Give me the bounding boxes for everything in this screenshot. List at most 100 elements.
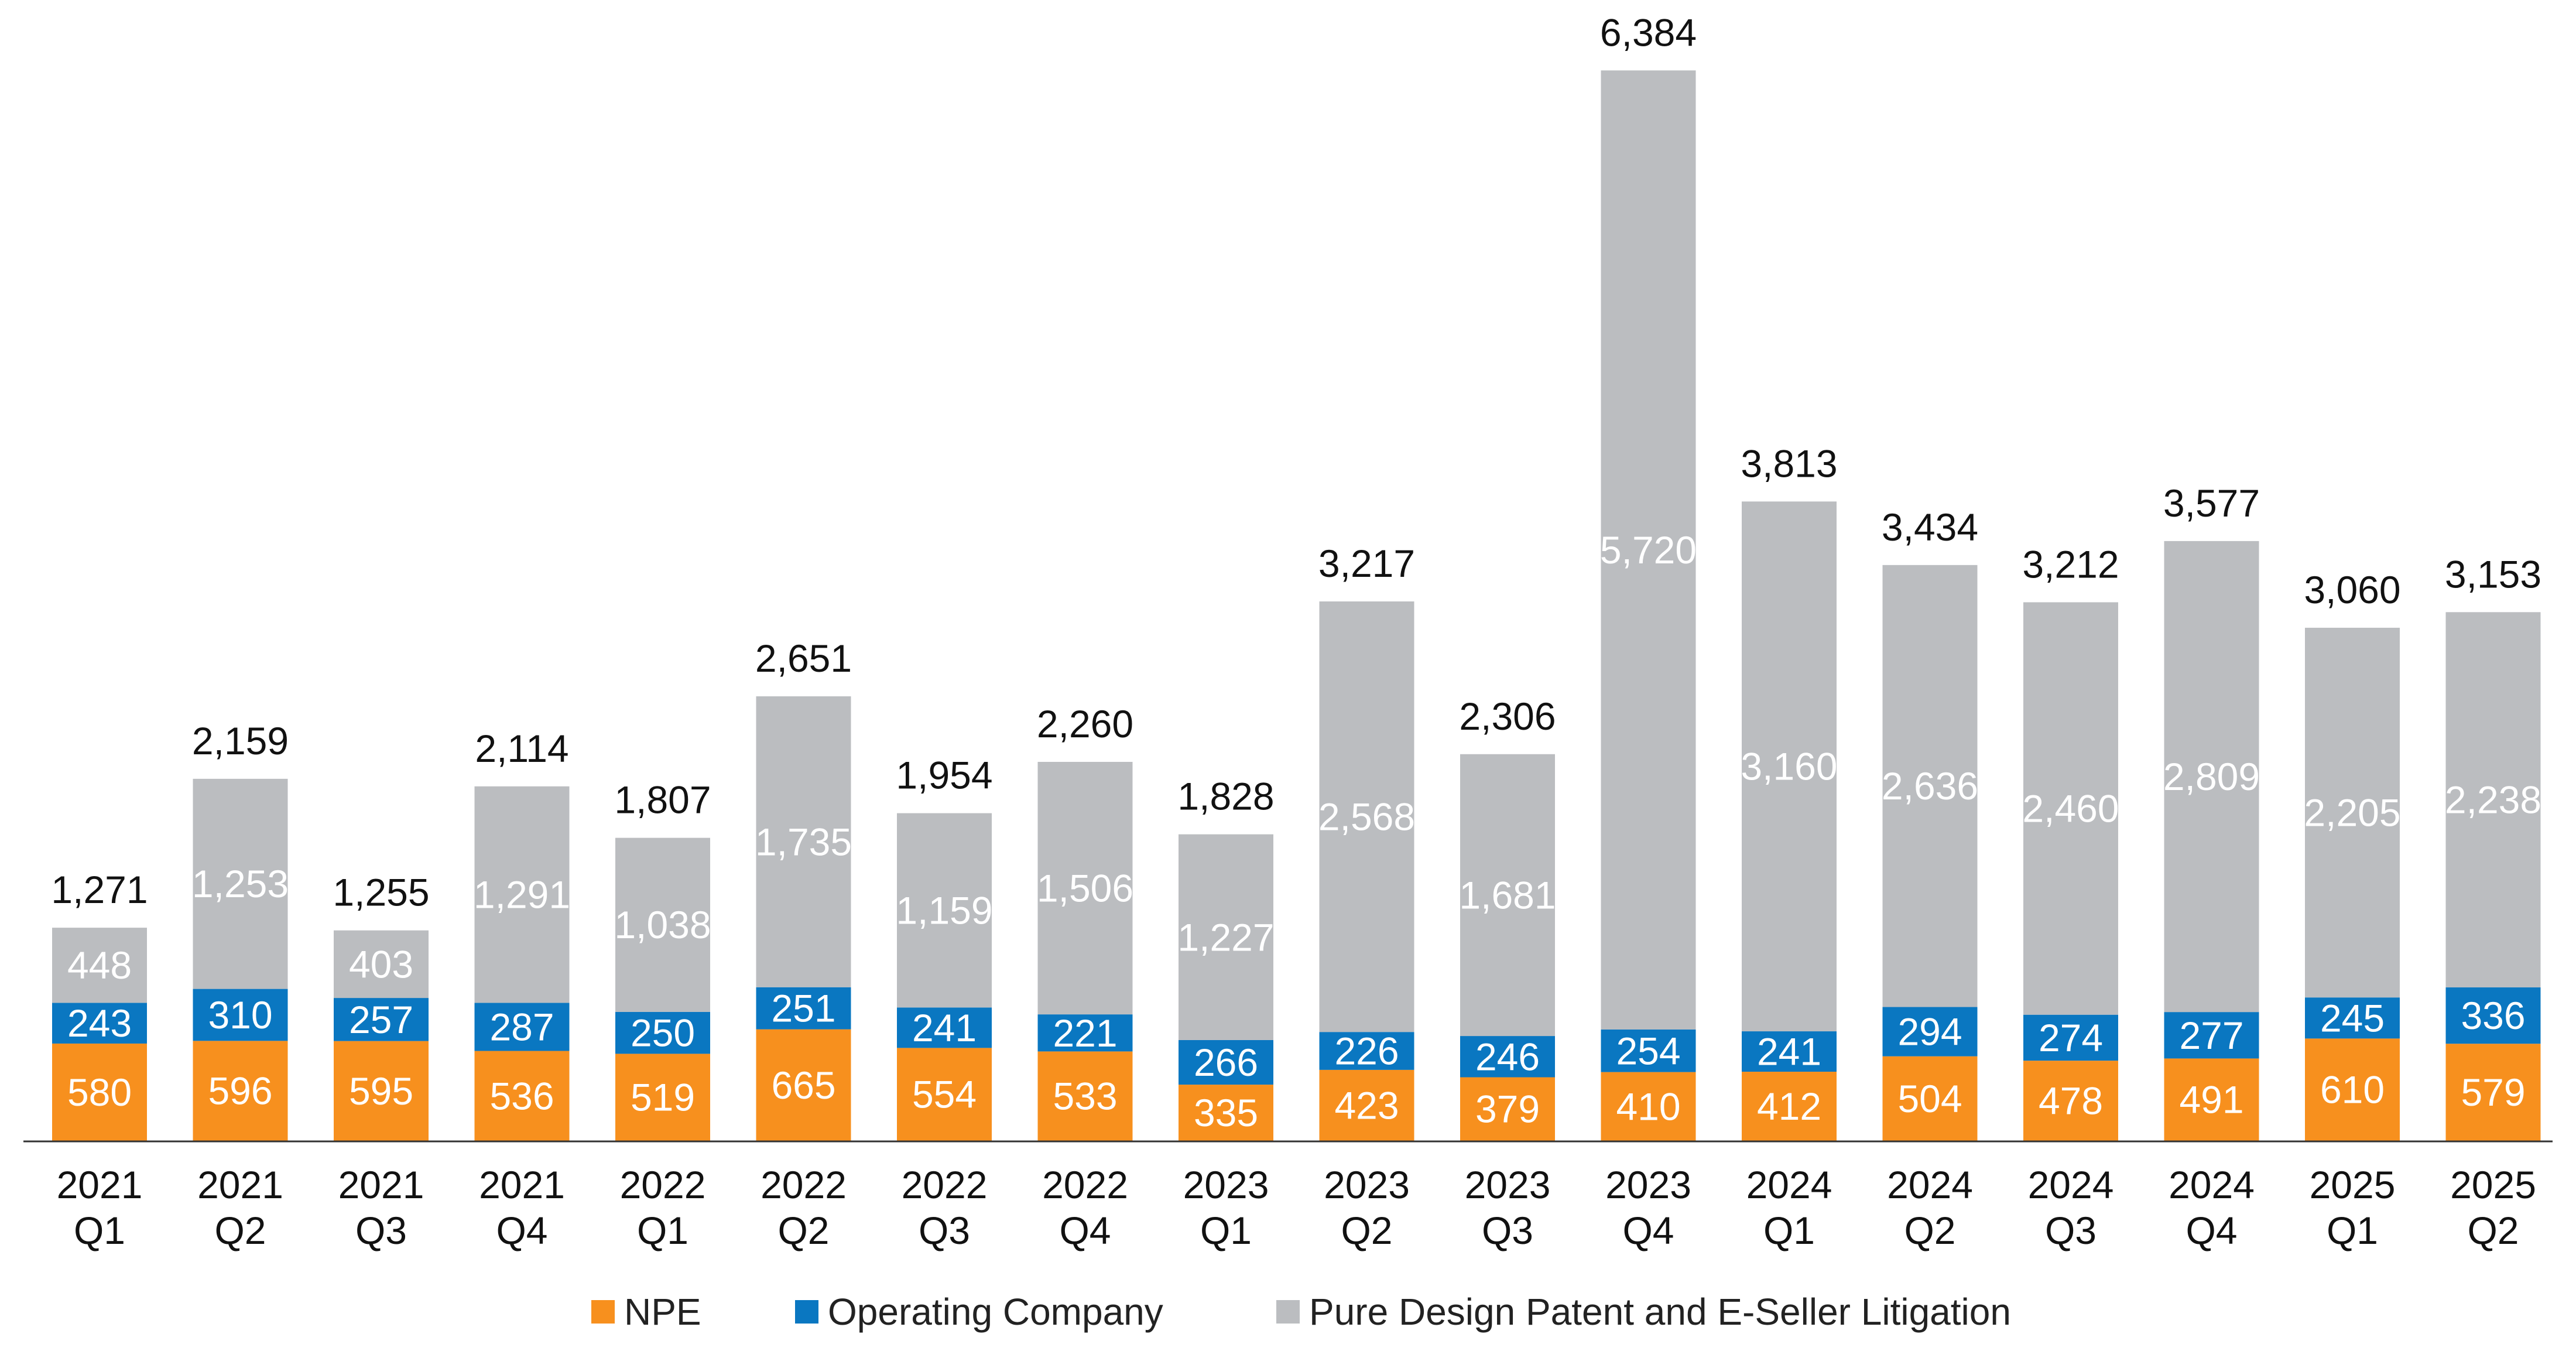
- segment-value-label: 1,291: [474, 873, 570, 917]
- segment-value-label: 287: [489, 1005, 554, 1048]
- legend-label-npe: NPE: [624, 1291, 701, 1333]
- x-tick-label-year: 2023: [1465, 1163, 1551, 1206]
- segment-value-label: 245: [2320, 996, 2385, 1039]
- x-tick-label-year: 2021: [479, 1163, 565, 1206]
- segment-value-label: 1,253: [192, 862, 289, 905]
- x-tick-label-quarter: Q3: [1482, 1209, 1533, 1252]
- total-value-label: 2,306: [1459, 695, 1556, 738]
- x-tick-label-quarter: Q3: [2045, 1209, 2097, 1252]
- segment-value-label: 1,735: [755, 820, 852, 863]
- x-tick-label-year: 2024: [2169, 1163, 2255, 1206]
- x-tick-label-year: 2024: [1887, 1163, 1973, 1206]
- segment-value-label: 554: [912, 1073, 977, 1116]
- x-tick-label-year: 2023: [1183, 1163, 1269, 1206]
- total-value-label: 6,384: [1600, 11, 1697, 54]
- x-tick-label-year: 2022: [1042, 1163, 1128, 1206]
- segment-value-label: 595: [349, 1069, 413, 1113]
- x-tick-label-year: 2021: [197, 1163, 283, 1206]
- total-value-label: 3,217: [1318, 542, 1415, 585]
- total-value-label: 2,651: [755, 637, 852, 680]
- x-tick-label-quarter: Q1: [1200, 1209, 1252, 1252]
- segment-value-label: 448: [67, 943, 132, 987]
- x-tick-label-quarter: Q1: [1763, 1209, 1815, 1252]
- segment-value-label: 596: [208, 1069, 272, 1113]
- segment-value-label: 241: [912, 1006, 977, 1049]
- x-tick-label-quarter: Q4: [2186, 1209, 2237, 1252]
- x-tick-label-quarter: Q2: [214, 1209, 266, 1252]
- segment-value-label: 491: [2179, 1078, 2243, 1121]
- x-tick-label-quarter: Q4: [496, 1209, 547, 1252]
- segment-value-label: 335: [1194, 1091, 1258, 1134]
- x-tick-label-quarter: Q4: [1622, 1209, 1674, 1252]
- segment-value-label: 226: [1334, 1030, 1399, 1073]
- segment-value-label: 241: [1757, 1030, 1821, 1073]
- x-tick-label-quarter: Q3: [355, 1209, 407, 1252]
- x-tick-label-year: 2024: [1746, 1163, 1832, 1206]
- x-tick-label-quarter: Q1: [2327, 1209, 2378, 1252]
- chart-svg: 5802434485963101,2535952574035362871,291…: [0, 0, 2576, 1358]
- legend-label-operating-company: Operating Company: [828, 1291, 1163, 1333]
- total-value-label: 1,807: [614, 778, 711, 822]
- segment-value-label: 519: [631, 1076, 695, 1119]
- segment-value-label: 254: [1616, 1029, 1680, 1072]
- total-value-label: 2,260: [1037, 702, 1133, 746]
- segment-value-label: 410: [1616, 1085, 1680, 1128]
- x-tick-label-year: 2023: [1324, 1163, 1410, 1206]
- segment-value-label: 250: [631, 1011, 695, 1055]
- legend-swatch-npe: [591, 1300, 615, 1324]
- x-tick-label-quarter: Q2: [777, 1209, 829, 1252]
- segment-value-label: 478: [2039, 1079, 2103, 1123]
- segment-value-label: 310: [208, 993, 272, 1037]
- segment-value-label: 5,720: [1600, 528, 1697, 572]
- total-value-label: 2,114: [475, 727, 568, 770]
- total-value-label: 3,434: [1882, 505, 1978, 549]
- x-tick-label-quarter: Q4: [1059, 1209, 1111, 1252]
- segment-value-label: 2,205: [2304, 791, 2400, 835]
- segment-value-label: 580: [67, 1071, 132, 1114]
- legend-label-pure-design-patent-and-e-seller-litigation: Pure Design Patent and E-Seller Litigati…: [1309, 1291, 2011, 1333]
- segment-value-label: 257: [349, 998, 413, 1041]
- segment-value-label: 2,460: [2022, 787, 2119, 830]
- x-tick-label-quarter: Q1: [74, 1209, 125, 1252]
- legend-swatch-operating-company: [795, 1300, 818, 1324]
- total-value-label: 1,828: [1177, 775, 1274, 818]
- segment-value-label: 294: [1897, 1010, 1962, 1054]
- total-value-label: 3,212: [2022, 542, 2119, 586]
- segment-value-label: 379: [1475, 1088, 1540, 1131]
- segment-value-label: 274: [2039, 1016, 2103, 1059]
- legend: NPE Operating Company Pure Design Patent a…: [591, 1291, 2011, 1333]
- x-tick-label-quarter: Q2: [2467, 1209, 2519, 1252]
- x-tick-label-year: 2025: [2450, 1163, 2536, 1206]
- segment-value-label: 412: [1757, 1085, 1821, 1128]
- total-value-label: 1,255: [333, 871, 429, 914]
- total-value-label: 3,813: [1741, 442, 1837, 485]
- segment-value-label: 536: [489, 1074, 554, 1117]
- segment-value-label: 579: [2461, 1071, 2525, 1114]
- segment-value-label: 403: [349, 942, 413, 986]
- total-value-label: 3,153: [2445, 552, 2541, 596]
- x-tick-label-year: 2022: [761, 1163, 847, 1206]
- segment-value-label: 251: [771, 987, 835, 1030]
- total-value-label: 1,271: [51, 868, 148, 911]
- segment-value-label: 610: [2320, 1068, 2385, 1112]
- segment-value-label: 277: [2179, 1014, 2243, 1057]
- x-tick-label-year: 2025: [2310, 1163, 2396, 1206]
- x-tick-label-quarter: Q1: [637, 1209, 688, 1252]
- x-tick-label-quarter: Q3: [919, 1209, 970, 1252]
- segment-value-label: 2,238: [2445, 778, 2541, 822]
- segment-value-label: 1,159: [896, 888, 992, 932]
- segment-value-label: 246: [1475, 1035, 1540, 1078]
- segment-value-label: 266: [1194, 1041, 1258, 1084]
- x-tick-label-year: 2022: [902, 1163, 988, 1206]
- segment-value-label: 423: [1334, 1083, 1399, 1127]
- segment-value-label: 1,506: [1037, 867, 1133, 910]
- segment-value-label: 2,568: [1318, 795, 1415, 839]
- x-tick-label-year: 2021: [57, 1163, 143, 1206]
- segment-value-label: 221: [1053, 1011, 1117, 1055]
- segment-value-label: 504: [1897, 1077, 1962, 1120]
- legend-swatch-pure-design-patent-and-e-seller-litigation: [1276, 1300, 1300, 1324]
- x-tick-label-year: 2022: [620, 1163, 706, 1206]
- segment-value-label: 533: [1053, 1075, 1117, 1118]
- bars-layer: [52, 70, 2541, 1141]
- segment-value-label: 665: [771, 1064, 835, 1107]
